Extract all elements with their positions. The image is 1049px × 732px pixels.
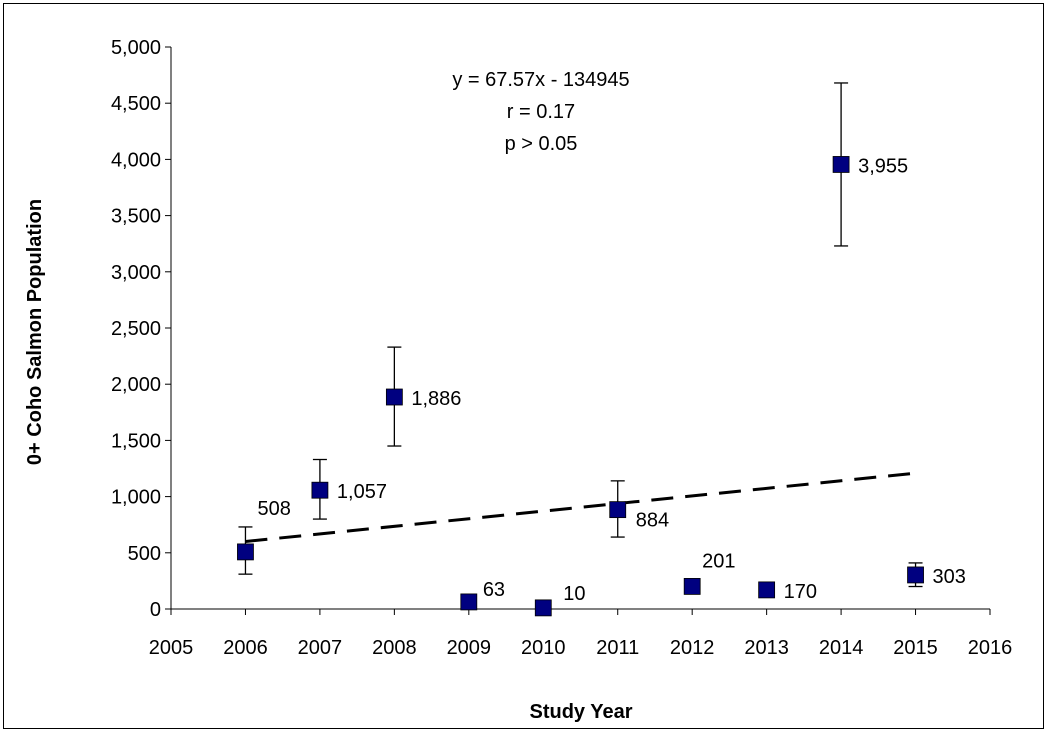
data-label: 303	[933, 566, 966, 588]
y-tick-label: 2,500	[111, 318, 161, 340]
trend-layer	[245, 471, 916, 544]
y-axis-title: 0+ Coho Salmon Population	[24, 199, 46, 465]
x-tick-label: 2008	[372, 637, 417, 659]
x-tick-label: 2010	[521, 637, 566, 659]
data-label: 63	[483, 579, 505, 601]
x-axis-title: Study Year	[529, 701, 632, 723]
x-tick-label: 2013	[744, 637, 789, 659]
x-tick-label: 2015	[893, 637, 938, 659]
data-point	[534, 599, 552, 617]
data-point	[609, 501, 627, 519]
y-tick-label: 1,500	[111, 430, 161, 452]
y-tick-label: 4,000	[111, 149, 161, 171]
errorbar-layer	[238, 82, 923, 592]
p-value-annotation: p > 0.05	[505, 133, 578, 155]
x-tick-label: 2012	[670, 637, 715, 659]
y-tick-label: 3,000	[111, 262, 161, 284]
data-label: 3,955	[858, 155, 908, 177]
data-point	[907, 566, 924, 584]
x-tick-label: 2007	[298, 637, 343, 659]
y-tick-label: 500	[128, 543, 161, 565]
axes-layer: 0 500 1,000 1,500 2,000 2,500 3,000 3,500 4,000 4…	[111, 37, 1012, 659]
equation-annotation: y = 67.57x - 134945	[452, 69, 629, 91]
data-point	[683, 578, 701, 595]
y-tick-label: 2,000	[111, 374, 161, 396]
data-label: 1,057	[337, 481, 387, 503]
data-label: 170	[784, 581, 817, 603]
points-layer	[237, 156, 924, 617]
x-tick-label: 2006	[223, 637, 268, 659]
data-point	[758, 581, 776, 599]
trendline	[245, 471, 916, 544]
x-tick-label: 2009	[447, 637, 492, 659]
y-tick-label: 3,500	[111, 206, 161, 228]
label-layer: 508 1,057 1,886 63 10 884 201 170 3,955 303	[257, 155, 965, 604]
y-tick-label: 1,000	[111, 487, 161, 509]
chart-svg: 0 500 1,000 1,500 2,000 2,500 3,000 3,500 4,000 4…	[24, 37, 1012, 723]
data-point	[311, 481, 329, 499]
x-tick-label: 2011	[596, 637, 639, 659]
data-point	[237, 543, 254, 561]
chart-frame: 0 500 1,000 1,500 2,000 2,500 3,000 3,500 4,000 4…	[3, 3, 1044, 729]
data-label: 201	[702, 550, 735, 572]
data-label: 884	[636, 510, 669, 532]
y-tick-label: 5,000	[111, 37, 161, 59]
y-tick-label: 4,500	[111, 93, 161, 115]
r-value-annotation: r = 0.17	[507, 101, 575, 123]
data-point	[460, 593, 478, 611]
x-tick-label: 2016	[968, 637, 1013, 659]
data-label: 1,886	[411, 388, 461, 410]
x-tick-label: 2005	[149, 637, 194, 659]
data-point	[385, 388, 403, 406]
x-tick-label: 2014	[819, 637, 864, 659]
y-tick-label: 0	[150, 599, 161, 621]
data-label: 508	[257, 498, 290, 520]
data-point	[832, 156, 850, 173]
data-label: 10	[563, 583, 585, 605]
